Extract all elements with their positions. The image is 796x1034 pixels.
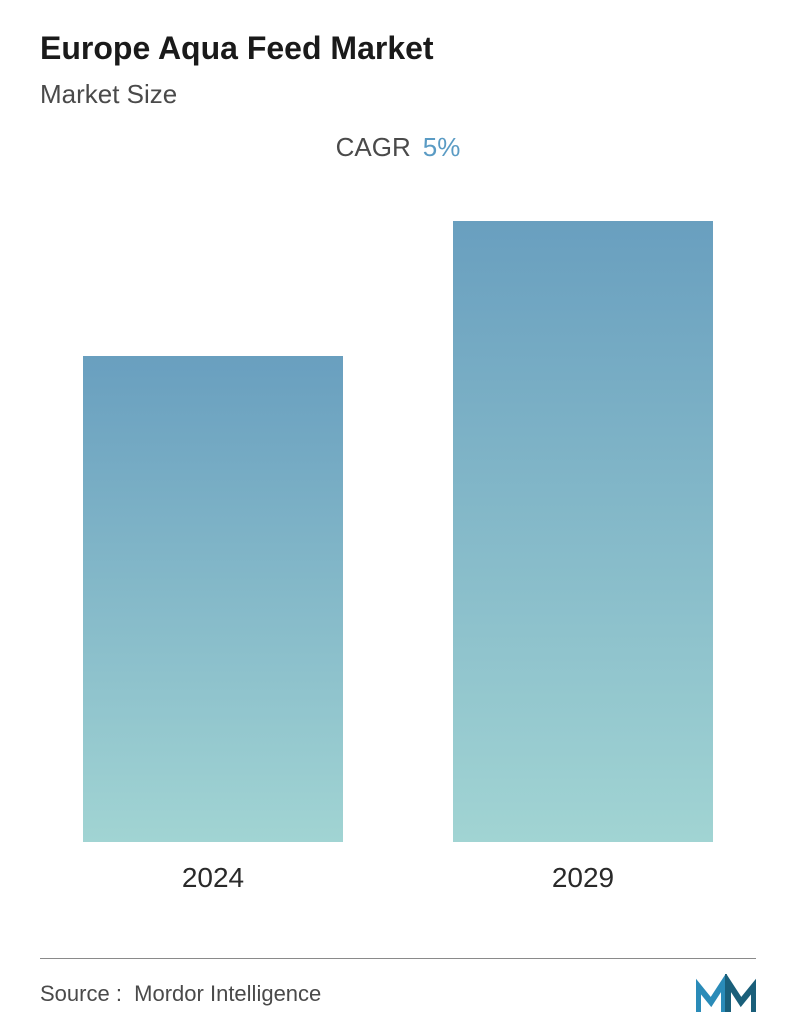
source-label: Source :: [40, 981, 122, 1006]
source-text: Source : Mordor Intelligence: [40, 981, 321, 1007]
cagr-row: CAGR 5%: [40, 132, 756, 163]
chart-subtitle: Market Size: [40, 79, 756, 110]
footer-divider: [40, 958, 756, 959]
bar-2029: [453, 221, 713, 842]
cagr-value: 5%: [423, 132, 461, 162]
footer-row: Source : Mordor Intelligence: [40, 964, 756, 1014]
mordor-logo-icon: [696, 974, 756, 1014]
chart-container: Europe Aqua Feed Market Market Size CAGR…: [0, 0, 796, 1034]
bar-label-2024: 2024: [182, 862, 244, 894]
chart-title: Europe Aqua Feed Market: [40, 30, 756, 67]
bar-group-1: 2029: [453, 213, 713, 894]
bar-chart-area: 2024 2029: [40, 173, 756, 964]
bar-label-2029: 2029: [552, 862, 614, 894]
bar-group-0: 2024: [83, 213, 343, 894]
cagr-label: CAGR: [336, 132, 411, 162]
bar-2024: [83, 356, 343, 842]
source-name: Mordor Intelligence: [134, 981, 321, 1006]
